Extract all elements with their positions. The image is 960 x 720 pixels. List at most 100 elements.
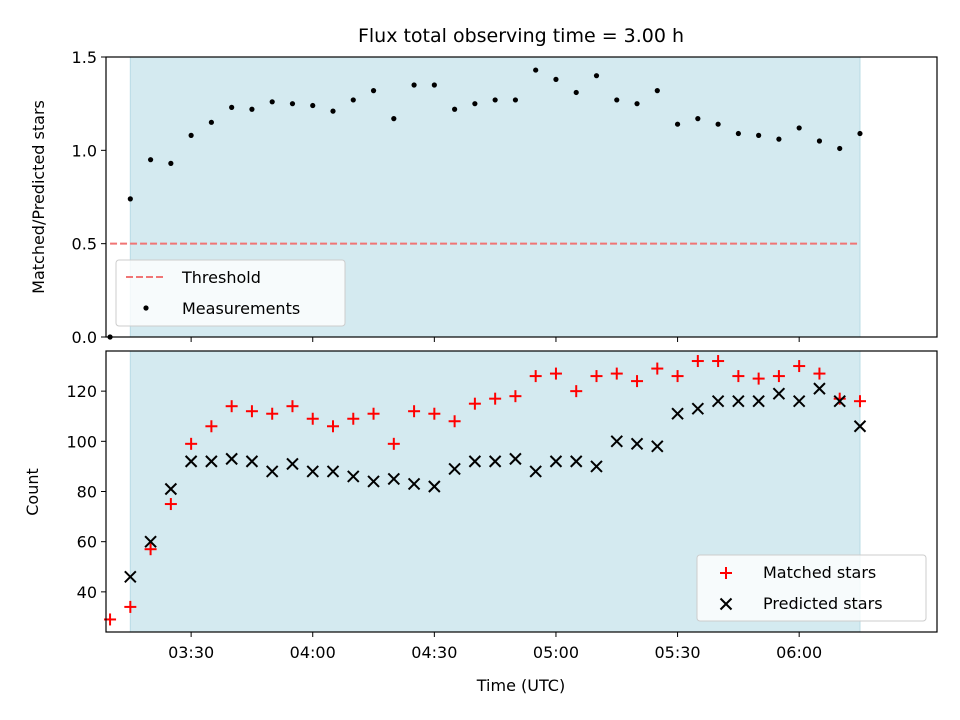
measurement-point xyxy=(837,145,843,152)
predicted-cross-b xyxy=(205,455,218,468)
measurement-point xyxy=(695,116,701,122)
matched-star-point xyxy=(772,370,785,383)
predicted-star-point xyxy=(833,394,846,408)
x-tick-label: 05:30 xyxy=(655,643,701,662)
matched-star-point xyxy=(185,437,198,450)
measurement-point xyxy=(208,119,214,125)
predicted-cross-b xyxy=(306,465,319,478)
matched-star-point xyxy=(468,397,481,410)
predicted-cross-b xyxy=(144,535,157,548)
measurement-point xyxy=(452,106,458,112)
matched-star-point xyxy=(793,360,806,373)
matched-star-point xyxy=(651,362,664,375)
predicted-star-point xyxy=(570,455,583,468)
predicted-star-point xyxy=(184,455,198,468)
matched-star-point xyxy=(225,400,238,413)
matched-star-point xyxy=(631,375,644,388)
predicted-star-point xyxy=(387,472,401,486)
predicted-star-point xyxy=(610,435,623,448)
matched-star-point xyxy=(610,367,623,380)
measurement-point xyxy=(269,99,275,105)
y-tick-label: 1.0 xyxy=(72,141,97,160)
x-tick-label: 04:30 xyxy=(411,643,457,662)
matched-star-point xyxy=(408,405,421,418)
predicted-star-point xyxy=(286,457,299,471)
x-tick-label: 03:30 xyxy=(168,643,214,662)
bottom-legend: Matched stars Predicted stars xyxy=(696,554,927,622)
matched-star-point xyxy=(509,390,522,403)
matched-star-point xyxy=(327,420,340,433)
measurement-point xyxy=(249,106,255,112)
matched-star-point xyxy=(367,407,380,420)
predicted-cross-b xyxy=(792,394,806,408)
legend-predicted-marker xyxy=(719,597,733,611)
predicted-cross-b xyxy=(225,452,238,466)
predicted-star-point xyxy=(448,462,461,476)
measurement-point xyxy=(715,121,721,127)
y-tick-label: 1.5 xyxy=(72,48,97,67)
legend-matched-label: Matched stars xyxy=(763,563,876,582)
matched-star-point xyxy=(164,498,177,511)
measurement-point xyxy=(492,97,498,103)
predicted-cross-b xyxy=(651,440,664,453)
measurement-point xyxy=(776,136,782,142)
legend-measurements-label: Measurements xyxy=(182,299,300,318)
predicted-star-point xyxy=(468,455,482,468)
predicted-cross-b xyxy=(265,465,279,478)
measurement-point xyxy=(391,116,397,122)
measurement-point xyxy=(350,97,356,103)
matched-star-point xyxy=(570,385,583,398)
measurement-point xyxy=(533,67,539,73)
predicted-cross-b xyxy=(732,394,745,408)
y-tick-label: 0.0 xyxy=(72,328,97,347)
predicted-star-point xyxy=(488,455,502,468)
measurement-point xyxy=(512,97,519,103)
predicted-star-point xyxy=(549,455,563,468)
matched-star-point xyxy=(691,355,704,368)
predicted-cross-b xyxy=(326,465,340,478)
matched-star-point xyxy=(732,370,745,383)
predicted-cross-b xyxy=(772,387,786,400)
predicted-cross-b xyxy=(448,462,461,476)
axes-frame xyxy=(105,56,938,338)
measurement-point xyxy=(593,73,600,79)
x-tick-label: 05:00 xyxy=(533,643,579,662)
matched-star-point xyxy=(590,370,603,383)
matched-star-point xyxy=(347,412,360,425)
predicted-star-point xyxy=(326,465,340,478)
y-tick-label: 60 xyxy=(77,533,97,552)
measurement-point xyxy=(229,104,235,110)
predicted-cross-b xyxy=(245,455,259,468)
matched-star-point xyxy=(813,367,826,380)
matched-star-point xyxy=(124,600,137,613)
measurement-point xyxy=(330,108,336,114)
predicted-star-point xyxy=(651,440,664,453)
predicted-star-point xyxy=(265,465,279,478)
predicted-cross-b xyxy=(610,435,623,448)
measurement-point xyxy=(310,102,316,109)
measurement-point xyxy=(431,82,437,88)
predicted-star-point xyxy=(671,407,684,420)
matched-star-point xyxy=(448,415,461,428)
predicted-star-point xyxy=(347,470,360,483)
predicted-star-point xyxy=(792,394,806,408)
predicted-cross-b xyxy=(833,394,846,408)
predicted-cross-b xyxy=(387,472,401,486)
predicted-cross-b xyxy=(407,477,421,491)
predicted-cross-b xyxy=(711,394,725,408)
matched-star-point xyxy=(712,355,725,368)
y-tick-label: 120 xyxy=(66,382,97,401)
predicted-star-point xyxy=(590,460,603,473)
predicted-star-point xyxy=(367,475,380,488)
predicted-cross-b xyxy=(367,475,380,488)
measurement-point xyxy=(370,88,377,94)
predicted-cross-b xyxy=(124,570,137,584)
matched-star-point xyxy=(853,395,866,408)
measurement-point xyxy=(573,89,579,96)
predicted-star-point xyxy=(509,452,522,466)
legend-predicted-label: Predicted stars xyxy=(763,594,883,613)
matched-star-point xyxy=(144,543,157,556)
predicted-cross-b xyxy=(488,455,502,468)
predicted-cross-b xyxy=(630,437,644,451)
matched-star-point xyxy=(671,370,684,383)
